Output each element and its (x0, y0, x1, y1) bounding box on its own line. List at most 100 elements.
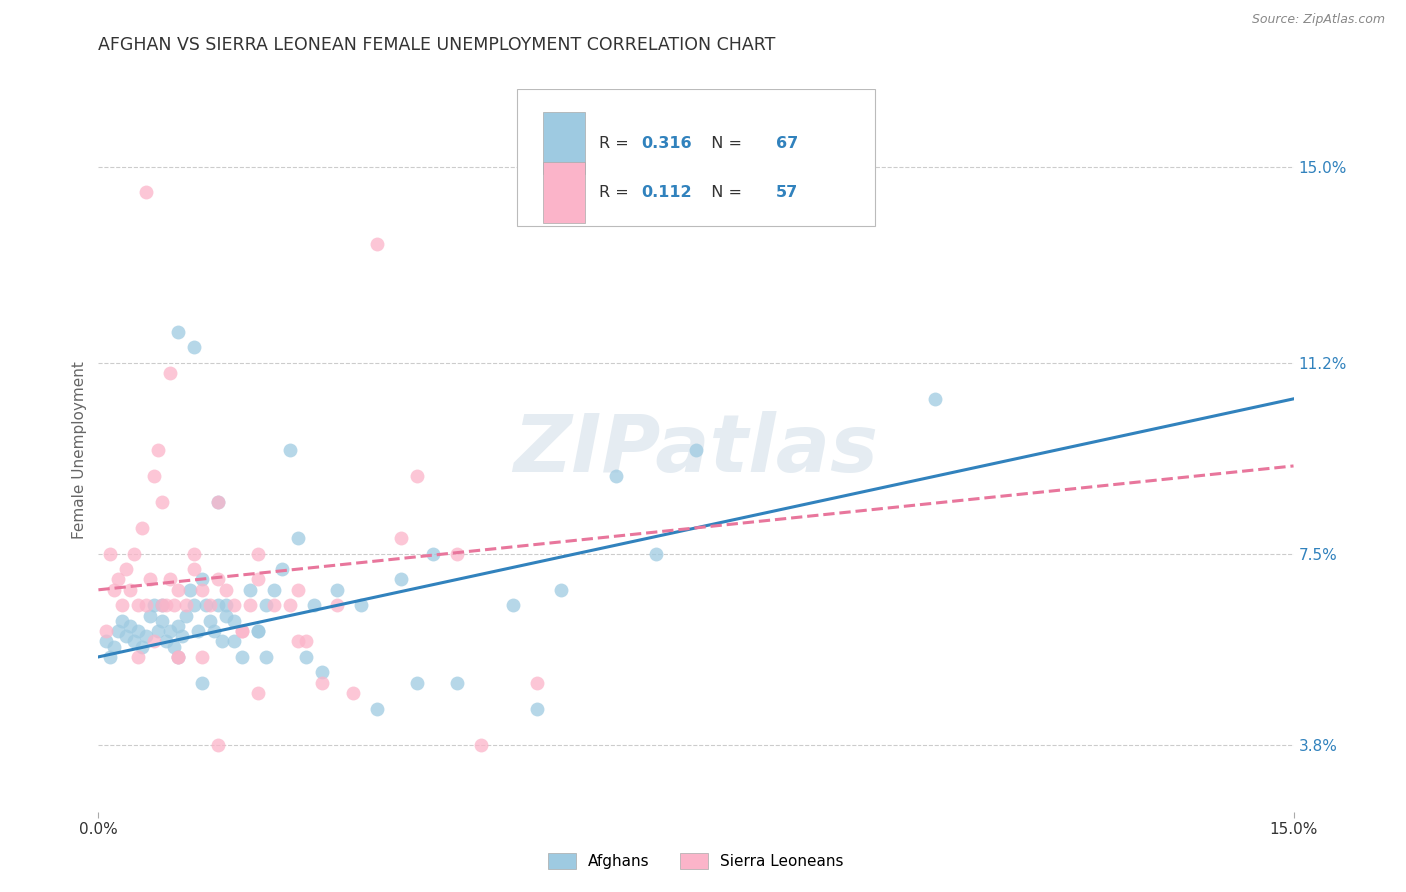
Point (135, 629, 157, 643)
Point (167, 649, 190, 664)
Text: AFGHAN VS SIERRA LEONEAN FEMALE UNEMPLOYMENT CORRELATION CHART: AFGHAN VS SIERRA LEONEAN FEMALE UNEMPLOY… (98, 36, 776, 54)
Point (207, 573, 229, 587)
Point (159, 366, 181, 380)
Point (191, 582, 214, 597)
Point (287, 634, 309, 648)
Point (191, 675, 214, 690)
Point (246, 624, 269, 639)
Point (135, 599, 157, 613)
Point (239, 599, 262, 613)
Point (222, 614, 245, 628)
Point (159, 624, 181, 639)
Point (150, 599, 173, 613)
Point (198, 599, 221, 613)
Bar (543, 112, 585, 174)
Text: 0.316: 0.316 (641, 136, 692, 151)
Point (135, 186, 157, 200)
Point (163, 640, 186, 654)
Point (311, 665, 333, 680)
Point (131, 640, 153, 654)
Point (107, 624, 129, 639)
Point (294, 634, 316, 648)
Point (183, 340, 205, 354)
Point (155, 634, 177, 648)
Point (120, 582, 142, 597)
Point (366, 237, 388, 252)
Text: ZIPatlas: ZIPatlas (513, 411, 879, 490)
Point (222, 634, 245, 648)
Point (278, 599, 301, 613)
FancyBboxPatch shape (517, 89, 876, 227)
Point (107, 573, 129, 587)
Point (198, 614, 221, 628)
Text: N =: N = (700, 185, 747, 200)
Point (148, 624, 170, 639)
Point (167, 649, 190, 664)
Point (366, 701, 388, 715)
Point (231, 624, 253, 639)
Point (127, 649, 149, 664)
Point (311, 675, 333, 690)
Point (174, 608, 197, 623)
Point (270, 562, 292, 576)
Point (191, 649, 214, 664)
Point (191, 573, 214, 587)
Point (246, 686, 269, 700)
Point (195, 599, 218, 613)
Point (167, 325, 190, 339)
Point (98, 547, 122, 561)
Text: 0.112: 0.112 (641, 185, 692, 200)
Point (326, 582, 349, 597)
Point (207, 738, 229, 752)
Point (167, 582, 190, 597)
Text: R =: R = (599, 136, 634, 151)
Point (159, 573, 181, 587)
Point (150, 614, 173, 628)
Point (172, 629, 194, 643)
Point (246, 547, 269, 561)
Point (183, 562, 205, 576)
Point (526, 675, 548, 690)
Point (115, 562, 138, 576)
Point (231, 624, 253, 639)
Point (103, 640, 125, 654)
Text: R =: R = (599, 185, 634, 200)
Point (207, 495, 229, 509)
Point (239, 582, 262, 597)
Point (406, 675, 429, 690)
Point (163, 599, 186, 613)
Point (422, 547, 444, 561)
Text: 67: 67 (776, 136, 799, 151)
Point (287, 531, 309, 545)
Point (183, 599, 205, 613)
Point (124, 547, 146, 561)
Point (207, 495, 229, 509)
Point (96, 634, 118, 648)
Point (96, 624, 118, 639)
Point (183, 547, 205, 561)
Point (127, 599, 149, 613)
Point (143, 634, 166, 648)
Point (263, 599, 285, 613)
Point (115, 629, 138, 643)
Point (155, 599, 177, 613)
Point (120, 619, 142, 633)
Point (389, 573, 412, 587)
Point (294, 649, 316, 664)
Point (645, 547, 668, 561)
Point (124, 634, 146, 648)
Point (278, 443, 301, 458)
Point (406, 469, 429, 483)
Point (139, 608, 162, 623)
Point (287, 582, 309, 597)
Point (231, 649, 253, 664)
Point (550, 582, 572, 597)
Point (342, 686, 364, 700)
Point (167, 649, 190, 664)
Point (254, 599, 277, 613)
Point (174, 599, 197, 613)
Point (150, 599, 173, 613)
Point (215, 608, 238, 623)
Text: N =: N = (700, 136, 747, 151)
Point (446, 547, 468, 561)
